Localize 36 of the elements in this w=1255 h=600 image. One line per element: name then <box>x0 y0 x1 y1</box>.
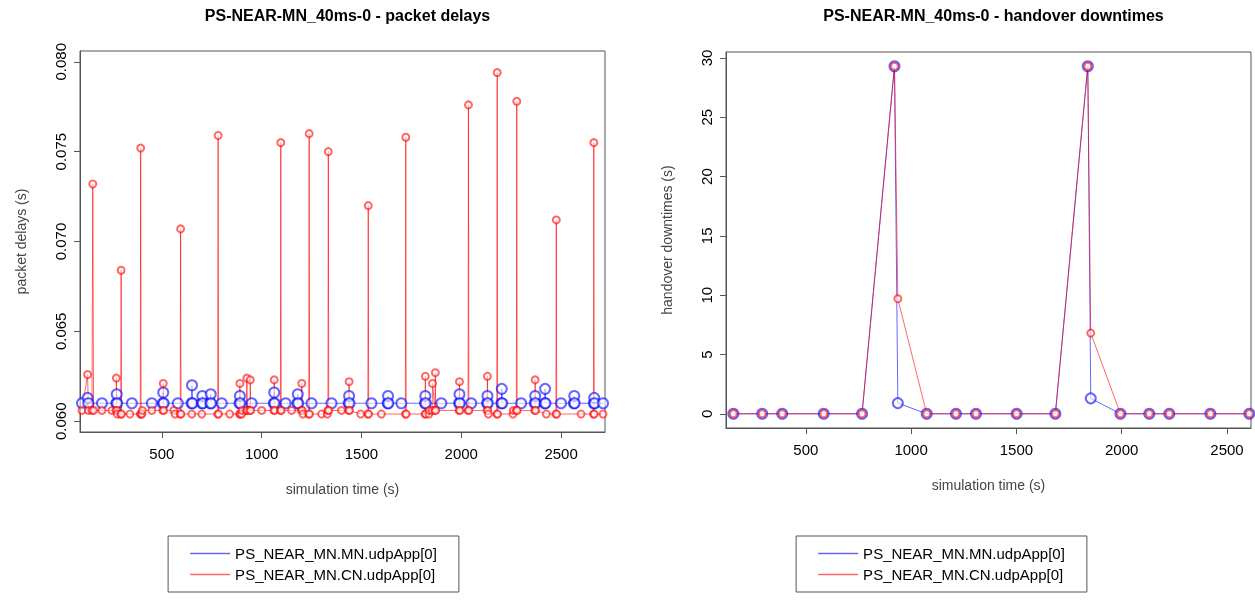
y-tick-label: 0.060 <box>52 402 69 440</box>
chart-title: PS-NEAR-MN_40ms-0 - handover downtimes <box>823 6 1164 24</box>
x-tick-label: 1000 <box>244 445 279 462</box>
y-tick-label: 20 <box>698 168 715 185</box>
legend-label: PS_NEAR_MN.CN.udpApp[0] <box>235 566 436 583</box>
x-tick-label: 2500 <box>544 445 578 462</box>
y-tick-label: 25 <box>698 108 715 126</box>
x-tick-label: 500 <box>793 441 819 458</box>
point <box>1086 328 1096 338</box>
x-tick-label: 2000 <box>1105 441 1139 458</box>
x-tick-label: 1500 <box>344 445 379 462</box>
y-tick-label: 10 <box>698 286 715 304</box>
x-tick-label: 1000 <box>894 441 928 458</box>
x-tick-label: 2000 <box>444 445 478 462</box>
y-tick-label: 0.065 <box>52 312 69 351</box>
y-tick-label: 0.070 <box>52 222 69 261</box>
point <box>1084 392 1097 405</box>
x-tick-label: 500 <box>149 445 175 462</box>
y-tick-label: 15 <box>698 227 715 245</box>
y-axis-title: handover downtimes (s) <box>659 165 675 315</box>
legend-label: PS_NEAR_MN.CN.udpApp[0] <box>863 566 1064 583</box>
y-tick-label: 0.075 <box>52 132 69 171</box>
legend-label: PS_NEAR_MN.MN.udpApp[0] <box>235 545 437 562</box>
y-tick-label: 30 <box>698 49 715 67</box>
point <box>893 294 903 304</box>
y-axis-title: packet delays (s) <box>13 188 29 295</box>
y-tick-label: 5 <box>698 350 715 359</box>
chart-title: PS-NEAR-MN_40ms-0 - packet delays <box>204 6 491 24</box>
x-axis-title: simulation time (s) <box>285 481 400 497</box>
y-tick-label: 0 <box>698 409 715 418</box>
x-tick-label: 2500 <box>1210 441 1244 458</box>
legend-label: PS_NEAR_MN.MN.udpApp[0] <box>863 545 1065 562</box>
x-tick-label: 1500 <box>999 441 1034 458</box>
point <box>891 397 904 410</box>
x-axis-title: simulation time (s) <box>931 477 1046 493</box>
y-tick-label: 0.080 <box>52 43 69 81</box>
